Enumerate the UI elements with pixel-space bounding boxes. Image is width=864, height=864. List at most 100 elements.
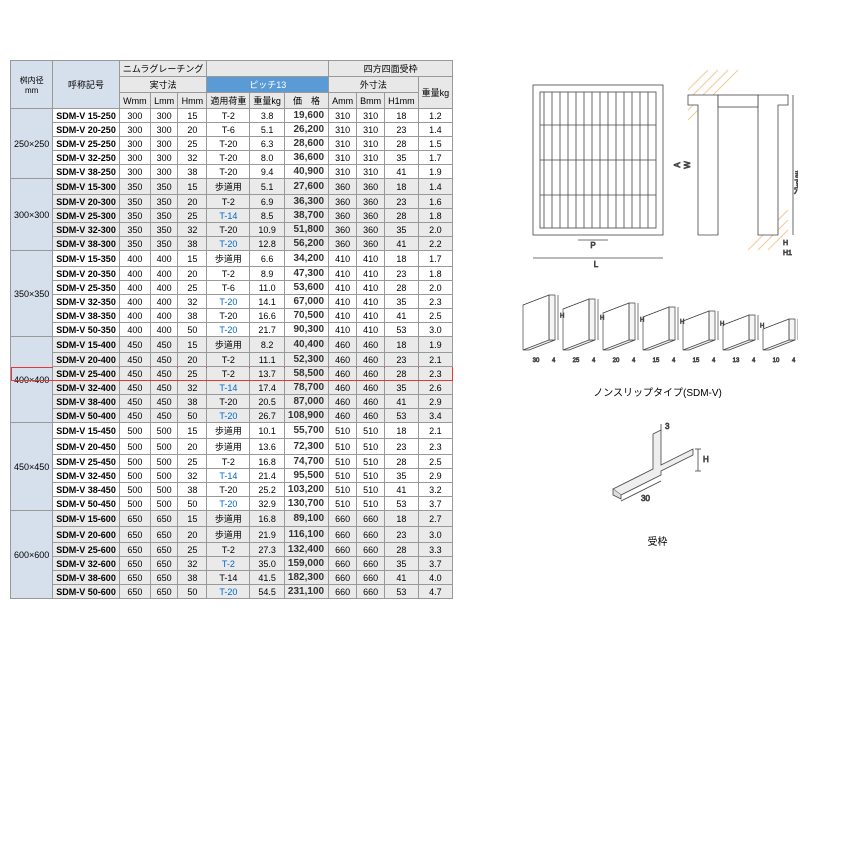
cell-weight2: 2.7 [418,511,453,527]
cell-weight: 26.7 [250,409,285,423]
cell-weight2: 2.9 [418,469,453,483]
cell-price: 34,200 [284,251,328,267]
cell-load: T-2 [207,195,250,209]
cell-b: 660 [357,571,385,585]
cell-weight: 25.2 [250,483,285,497]
cell-h1: 23 [385,439,419,455]
cell-weight: 16.8 [250,455,285,469]
cell-l: 350 [150,195,177,209]
table-row: SDM-V 25-30035035025T-148.538,7003603602… [11,209,453,223]
cell-l: 300 [150,137,177,151]
cell-model: SDM-V 38-350 [53,309,120,323]
cell-model: SDM-V 15-600 [53,511,120,527]
cell-b: 460 [357,381,385,395]
cell-weight2: 2.3 [418,367,453,381]
svg-text:4: 4 [632,358,636,364]
cell-price: 27,600 [284,179,328,195]
cell-a: 310 [329,137,357,151]
col-lmm: Lmm [150,93,177,109]
cell-model: SDM-V 38-300 [53,237,120,251]
cell-price: 28,600 [284,137,328,151]
cell-price: 56,200 [284,237,328,251]
cell-load: T-20 [207,165,250,179]
cell-weight2: 2.0 [418,281,453,295]
table-row: SDM-V 20-25030030020T-65.126,20031031023… [11,123,453,137]
cell-h1: 23 [385,195,419,209]
cell-h1: 28 [385,543,419,557]
cell-b: 510 [357,469,385,483]
cell-h1: 23 [385,353,419,367]
table-row: SDM-V 25-40045045025T-213.758,5004604602… [11,367,453,381]
cell-a: 460 [329,353,357,367]
cell-weight: 12.8 [250,237,285,251]
cell-b: 660 [357,543,385,557]
cell-h: 20 [178,195,207,209]
cell-b: 360 [357,179,385,195]
cell-h: 25 [178,209,207,223]
cell-price: 74,700 [284,455,328,469]
cell-model: SDM-V 15-350 [53,251,120,267]
cell-price: 51,800 [284,223,328,237]
cell-l: 350 [150,209,177,223]
cell-h1: 41 [385,237,419,251]
cell-w: 450 [119,353,150,367]
cell-b: 410 [357,251,385,267]
cell-l: 450 [150,381,177,395]
cell-a: 410 [329,251,357,267]
cell-price: 26,200 [284,123,328,137]
cell-h: 15 [178,511,207,527]
cell-w: 650 [119,543,150,557]
cell-b: 660 [357,585,385,599]
cell-weight: 16.6 [250,309,285,323]
cell-a: 410 [329,281,357,295]
cell-l: 400 [150,251,177,267]
col-load: 適用荷重 [207,93,250,109]
cell-h: 25 [178,455,207,469]
cell-h: 38 [178,395,207,409]
cell-a: 660 [329,585,357,599]
table-row: SDM-V 50-60065065050T-2054.5231,10066066… [11,585,453,599]
cell-h: 38 [178,571,207,585]
cell-weight: 21.4 [250,469,285,483]
cell-h: 32 [178,469,207,483]
table-row: 250×250SDM-V 15-25030030015T-23.819,6003… [11,109,453,123]
cell-weight: 32.9 [250,497,285,511]
cell-w: 500 [119,483,150,497]
cell-h1: 18 [385,179,419,195]
cell-load: T-20 [207,137,250,151]
cell-l: 500 [150,483,177,497]
cell-l: 300 [150,123,177,137]
cell-b: 660 [357,511,385,527]
cell-a: 310 [329,123,357,137]
cell-a: 460 [329,395,357,409]
cell-a: 660 [329,511,357,527]
cell-a: 510 [329,469,357,483]
cell-a: 360 [329,237,357,251]
cell-weight: 10.1 [250,423,285,439]
cell-l: 400 [150,281,177,295]
cell-model: SDM-V 50-350 [53,323,120,337]
cell-l: 300 [150,165,177,179]
cell-l: 450 [150,409,177,423]
bar-profile-diagram: H304H254H204H154H154H134H104 ノンスリップタイプ(S… [518,290,798,399]
cell-model: SDM-V 20-450 [53,439,120,455]
cell-l: 650 [150,511,177,527]
cell-load: T-14 [207,381,250,395]
svg-text:H: H [560,314,564,320]
cell-model: SDM-V 32-300 [53,223,120,237]
cell-weight: 13.7 [250,367,285,381]
cell-w: 650 [119,585,150,599]
table-row: 400×400SDM-V 15-40045045015歩道用8.240,4004… [11,337,453,353]
cell-w: 400 [119,267,150,281]
cell-a: 660 [329,543,357,557]
table-row: SDM-V 20-30035035020T-26.936,30036036023… [11,195,453,209]
cell-weight2: 2.5 [418,455,453,469]
cell-model: SDM-V 32-250 [53,151,120,165]
cell-load: T-6 [207,281,250,295]
cell-weight2: 3.7 [418,557,453,571]
cell-b: 460 [357,409,385,423]
cell-h: 32 [178,295,207,309]
cell-model: SDM-V 50-600 [53,585,120,599]
svg-text:H: H [640,318,644,324]
cell-weight2: 1.7 [418,151,453,165]
